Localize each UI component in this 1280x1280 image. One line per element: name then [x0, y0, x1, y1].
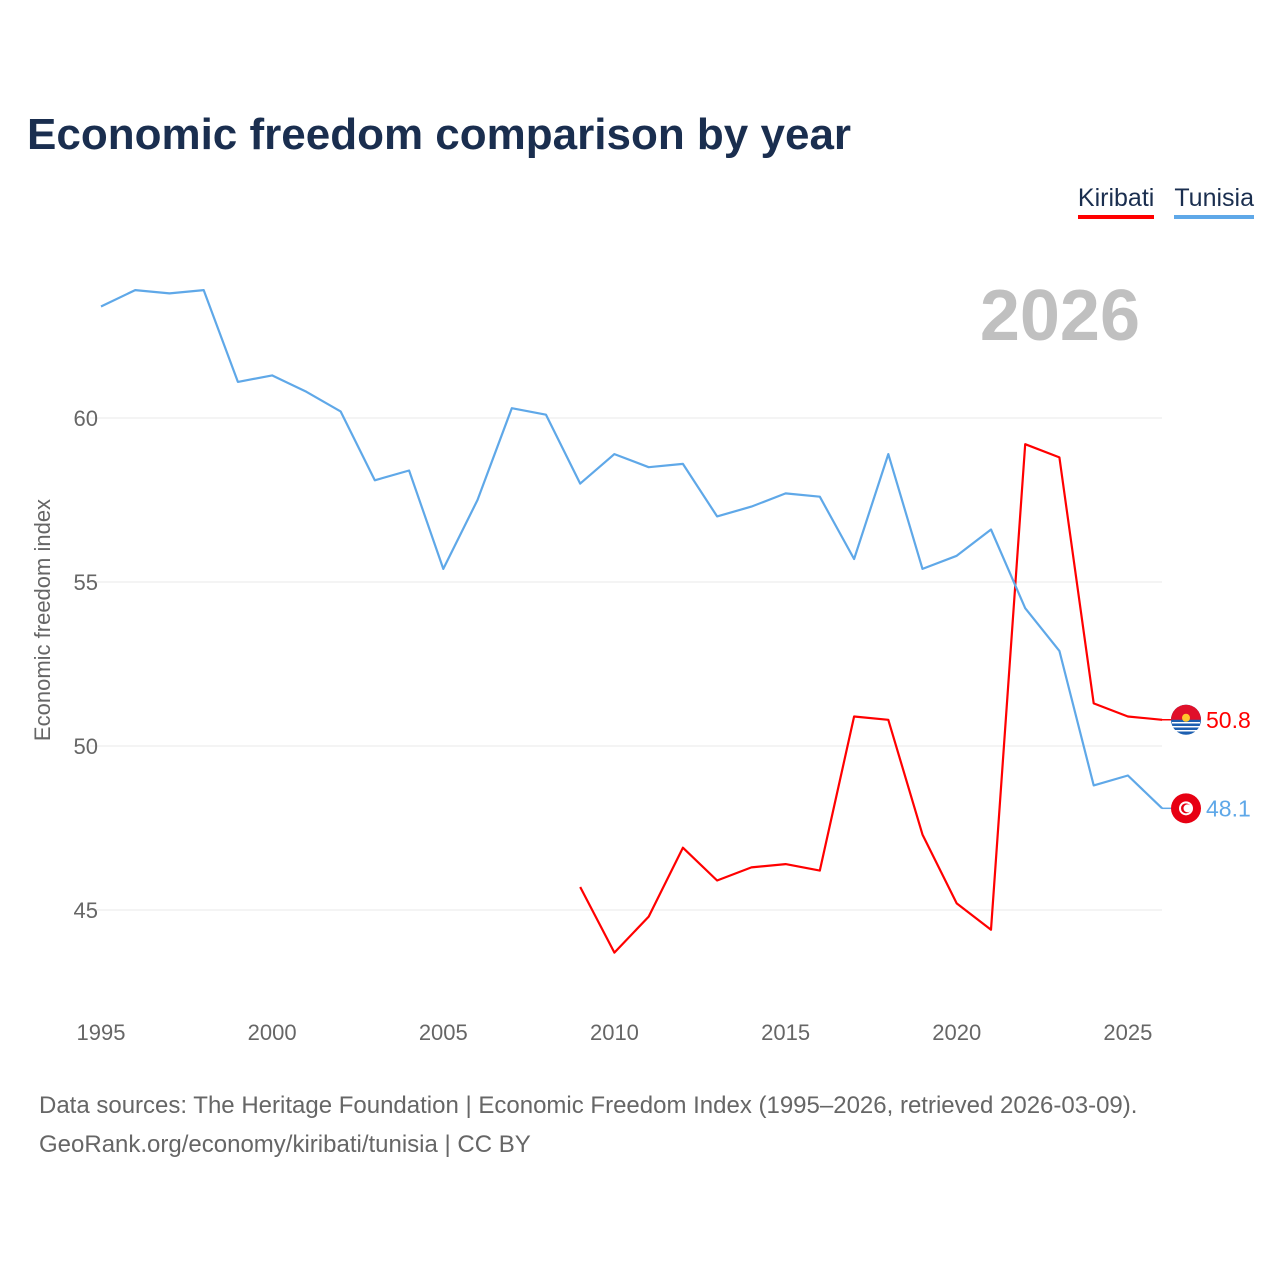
chart-title: Economic freedom comparison by year [27, 110, 852, 159]
end-value-label: 48.1 [1206, 795, 1251, 821]
y-tick-label: 55 [74, 570, 98, 595]
series-line-kiribati [579, 443, 1163, 954]
y-tick-label: 45 [74, 898, 98, 923]
kiribati-flag-icon [1171, 704, 1201, 720]
x-tick-label: 2005 [419, 1020, 468, 1045]
series-line-tunisia [100, 289, 1163, 810]
x-tick-label: 2015 [761, 1020, 810, 1045]
x-tick-label: 1995 [77, 1020, 126, 1045]
legend-tunisia[interactable]: Tunisia [1174, 184, 1254, 219]
year-label: 2026 [980, 276, 1140, 356]
y-axis-label: Economic freedom index [30, 499, 55, 741]
legend-kiribati[interactable]: Kiribati [1077, 184, 1155, 219]
tunisia-flag-icon [1183, 804, 1192, 813]
y-tick-label: 60 [74, 406, 98, 431]
y-tick-label: 50 [74, 734, 98, 759]
legend: Kiribati Tunisia [1077, 184, 1254, 219]
footer: Data sources: The Heritage Foundation | … [39, 1086, 1137, 1164]
x-tick-label: 2000 [248, 1020, 297, 1045]
end-value-label: 50.8 [1206, 707, 1251, 733]
kiribati-flag-icon [1182, 713, 1190, 722]
source-link[interactable]: GeoRank.org/economy/kiribati/tunisia | C… [39, 1131, 531, 1158]
x-tick-label: 2025 [1103, 1020, 1152, 1045]
source-text: Data sources: The Heritage Foundation | … [39, 1092, 1138, 1119]
x-tick-label: 2010 [590, 1020, 639, 1045]
x-tick-label: 2020 [932, 1020, 981, 1045]
